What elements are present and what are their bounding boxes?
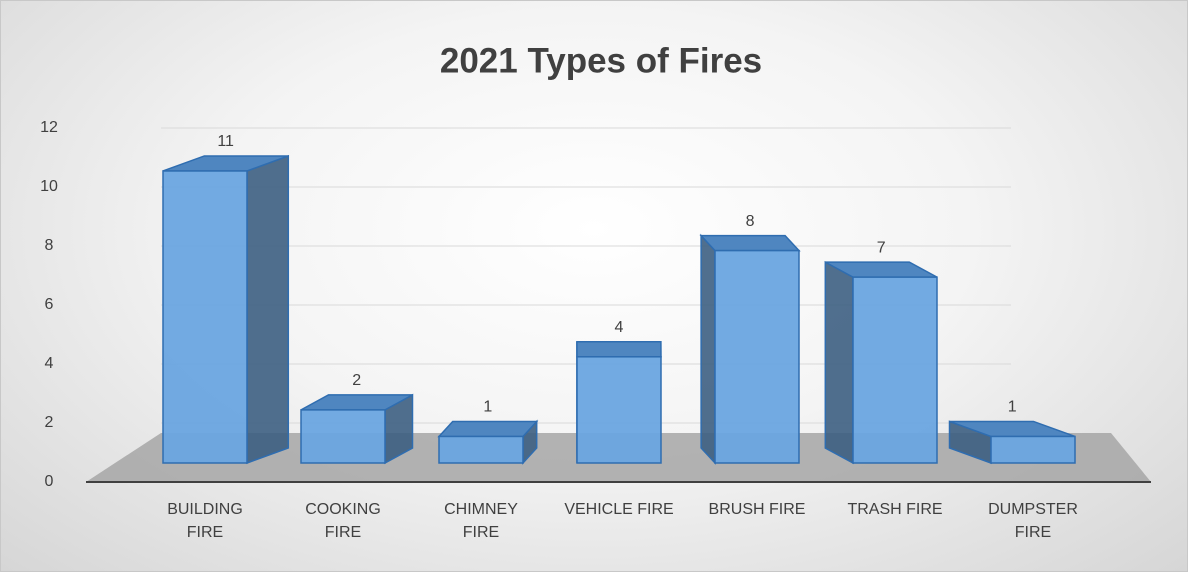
data-label: 11 xyxy=(217,133,234,150)
x-tick-label: DUMPSTER FIRE xyxy=(988,501,1078,541)
bar-side xyxy=(700,233,716,465)
x-tick-label: TRASH FIRE xyxy=(847,501,943,518)
x-tick-label: CHIMNEY FIRE xyxy=(444,501,518,541)
data-label: 1 xyxy=(1008,399,1017,416)
data-label: 8 xyxy=(746,213,755,230)
bar-top xyxy=(576,341,662,358)
data-label: 2 xyxy=(352,372,361,389)
data-label: 4 xyxy=(614,319,623,336)
data-label: 1 xyxy=(483,399,492,416)
y-tick-label: 4 xyxy=(45,355,54,372)
bar-front xyxy=(300,409,386,464)
bar xyxy=(699,233,801,465)
bar xyxy=(824,260,938,465)
y-tick-label: 2 xyxy=(45,414,54,431)
bar-front xyxy=(714,249,800,464)
bar-top xyxy=(699,234,801,252)
bar-top xyxy=(437,420,539,438)
bar xyxy=(576,341,662,464)
y-tick-label: 0 xyxy=(45,473,54,490)
x-tick-label: BUILDING FIRE xyxy=(167,501,243,541)
x-tick-label: COOKING FIRE xyxy=(305,501,381,541)
bar-front xyxy=(162,170,248,464)
bar xyxy=(162,154,290,465)
bar-front xyxy=(438,435,524,464)
y-tick-label: 8 xyxy=(45,237,54,254)
bar-side xyxy=(246,154,290,465)
x-tick-label: VEHICLE FIRE xyxy=(564,501,674,518)
bar xyxy=(948,420,1076,465)
chart-title: 2021 Types of Fires xyxy=(440,41,762,80)
bar-front xyxy=(576,356,662,464)
y-tick-label: 10 xyxy=(40,178,58,195)
bar-side xyxy=(824,260,854,465)
bar xyxy=(437,419,539,465)
bar-front xyxy=(852,276,938,464)
bar-front xyxy=(990,435,1076,464)
y-tick-label: 12 xyxy=(40,119,58,136)
x-tick-label: BRUSH FIRE xyxy=(708,501,806,518)
bar xyxy=(300,393,414,465)
data-label: 7 xyxy=(877,239,886,256)
y-tick-label: 6 xyxy=(45,296,54,313)
